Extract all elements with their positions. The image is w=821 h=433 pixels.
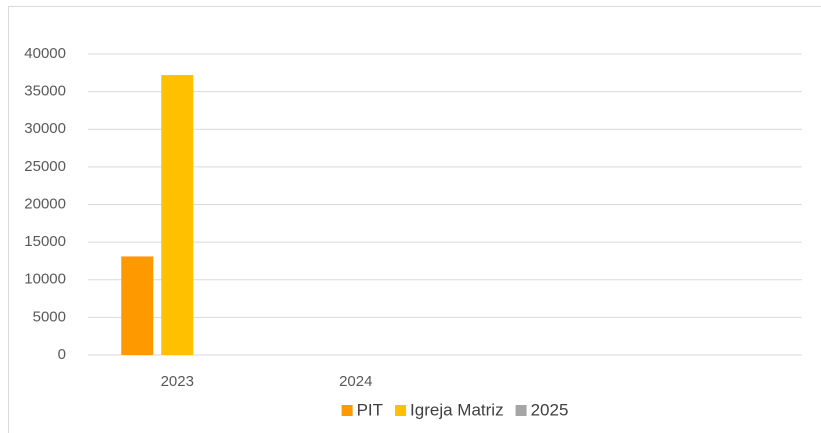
bar [121, 256, 154, 355]
legend-swatch [341, 405, 353, 416]
legend-text: PIT [357, 400, 383, 419]
x-tick-label: 2023 [161, 373, 194, 390]
y-tick-label: 30000 [24, 120, 66, 137]
y-tick-label: 5000 [33, 308, 66, 325]
legend-swatch [515, 405, 527, 416]
legend-swatch [395, 405, 407, 416]
chart-frame [8, 6, 821, 433]
y-tick-label: 20000 [24, 195, 66, 212]
y-tick-label: 15000 [24, 233, 66, 250]
y-tick-label: 25000 [24, 158, 66, 175]
legend-text: 2025 [531, 400, 569, 419]
y-tick-label: 40000 [24, 45, 66, 62]
y-tick-label: 10000 [24, 271, 66, 288]
x-tick-label: 2024 [339, 373, 372, 390]
bar [161, 75, 194, 355]
legend-text: Igreja Matriz [410, 400, 504, 419]
y-tick-label: 35000 [24, 83, 66, 100]
y-tick-label: 0 [58, 346, 66, 363]
